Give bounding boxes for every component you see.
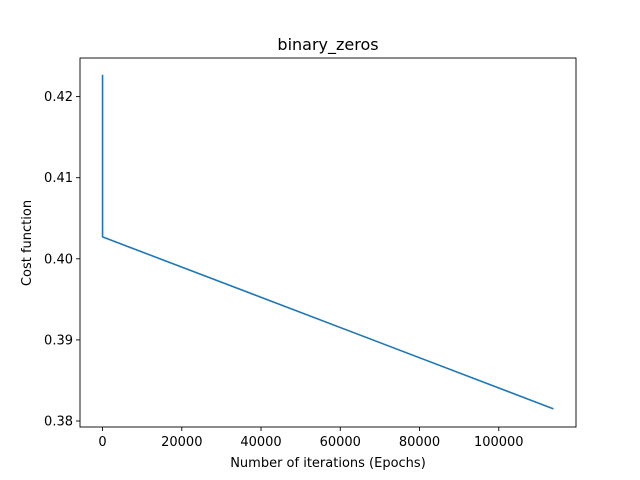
y-tick-label: 0.40 [44,252,73,267]
x-tick-label: 80000 [399,435,440,450]
y-tick-label: 0.42 [44,90,73,105]
x-axis: 0 20000 40000 60000 80000 100000 [98,427,524,450]
series-layer [101,74,554,410]
x-tick-label: 40000 [240,435,281,450]
plot-area [79,57,577,428]
x-tick-label: 0 [98,435,106,450]
y-tick-label: 0.38 [44,414,73,429]
y-tick-label: 0.41 [44,171,73,186]
y-tick-label: 0.39 [44,333,73,348]
x-tick-label: 100000 [474,435,524,450]
x-tick-label: 20000 [161,435,202,450]
plot-frame [79,57,577,428]
x-axis-label: Number of iterations (Epochs) [230,456,426,471]
series-line-0 [101,74,554,410]
x-tick-label: 60000 [320,435,361,450]
y-axis-label: Cost function [20,200,35,286]
y-axis: 0.38 0.39 0.40 0.41 0.42 [44,90,80,429]
chart-title: binary_zeros [277,35,378,55]
